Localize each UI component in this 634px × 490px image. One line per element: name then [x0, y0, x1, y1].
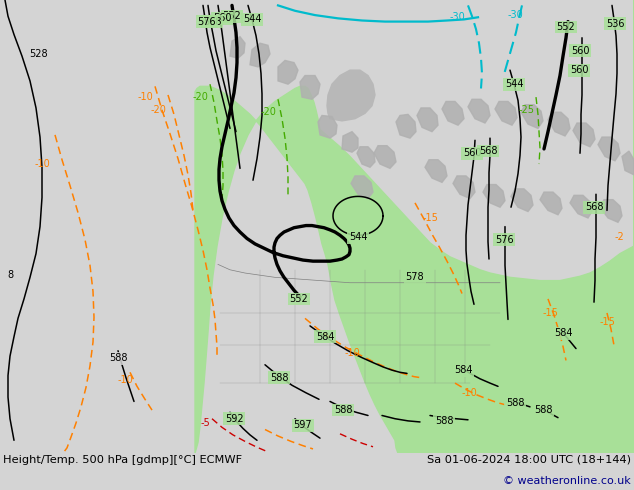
Text: -20: -20 — [150, 105, 166, 115]
Polygon shape — [622, 151, 634, 175]
Text: 544: 544 — [505, 79, 523, 89]
Polygon shape — [342, 132, 358, 152]
Text: 588: 588 — [109, 353, 127, 363]
Text: 588: 588 — [506, 397, 524, 408]
Text: 584: 584 — [316, 332, 334, 342]
Text: 568: 568 — [479, 146, 497, 156]
Text: 588: 588 — [333, 405, 353, 415]
Polygon shape — [230, 37, 245, 58]
Text: -15: -15 — [422, 213, 438, 223]
Polygon shape — [195, 0, 634, 453]
Polygon shape — [598, 137, 620, 161]
Text: 568: 568 — [203, 17, 221, 26]
Text: 528: 528 — [29, 49, 48, 59]
Text: Sa 01-06-2024 18:00 UTC (18+144): Sa 01-06-2024 18:00 UTC (18+144) — [427, 455, 631, 465]
Polygon shape — [318, 116, 337, 138]
Polygon shape — [250, 43, 270, 67]
Polygon shape — [425, 160, 447, 182]
Polygon shape — [351, 176, 373, 198]
Polygon shape — [521, 105, 543, 128]
Polygon shape — [453, 176, 475, 198]
Text: 578: 578 — [406, 272, 424, 282]
Text: -20: -20 — [260, 107, 276, 117]
Polygon shape — [417, 108, 438, 132]
Text: 568: 568 — [585, 202, 603, 212]
Text: Height/Temp. 500 hPa [gdmp][°C] ECMWF: Height/Temp. 500 hPa [gdmp][°C] ECMWF — [3, 455, 242, 465]
Text: -15: -15 — [542, 308, 558, 318]
Text: -30: -30 — [449, 12, 465, 22]
Polygon shape — [396, 114, 416, 138]
Polygon shape — [540, 192, 562, 215]
Text: 544: 544 — [349, 232, 367, 243]
Polygon shape — [327, 70, 375, 121]
Polygon shape — [600, 199, 622, 222]
Text: -10: -10 — [117, 375, 133, 385]
Text: 544: 544 — [243, 14, 261, 24]
Text: 584: 584 — [454, 365, 472, 375]
Text: -10: -10 — [34, 159, 50, 169]
Text: -25: -25 — [519, 105, 535, 115]
Text: 560: 560 — [571, 46, 589, 56]
Text: 560: 560 — [570, 65, 588, 75]
Text: 560: 560 — [213, 13, 231, 24]
Text: 536: 536 — [605, 19, 624, 29]
Polygon shape — [511, 189, 533, 212]
Text: 552: 552 — [557, 22, 576, 32]
Text: -15: -15 — [599, 317, 615, 327]
Text: -10: -10 — [461, 388, 477, 398]
Polygon shape — [495, 101, 517, 125]
Polygon shape — [548, 112, 570, 136]
Text: 8: 8 — [7, 270, 13, 280]
Polygon shape — [374, 146, 396, 169]
Text: -2: -2 — [614, 232, 624, 243]
Text: 584: 584 — [553, 328, 573, 339]
Text: © weatheronline.co.uk: © weatheronline.co.uk — [503, 476, 631, 486]
Polygon shape — [278, 60, 298, 84]
Text: -5: -5 — [200, 418, 210, 428]
Text: 588: 588 — [435, 416, 453, 426]
Polygon shape — [442, 101, 464, 125]
Text: 592: 592 — [224, 414, 243, 424]
Polygon shape — [0, 0, 634, 453]
Polygon shape — [300, 75, 320, 99]
Text: 552: 552 — [223, 11, 242, 21]
Text: 576: 576 — [495, 235, 514, 245]
Text: -20: -20 — [192, 92, 208, 102]
Polygon shape — [573, 123, 595, 147]
Text: 588: 588 — [534, 405, 552, 415]
Text: 552: 552 — [290, 294, 308, 304]
Text: -10: -10 — [344, 348, 360, 358]
Polygon shape — [468, 99, 490, 123]
Text: -10: -10 — [137, 92, 153, 102]
Text: 576: 576 — [198, 17, 216, 26]
Text: 560: 560 — [463, 148, 481, 158]
Text: 588: 588 — [269, 373, 288, 383]
Polygon shape — [570, 196, 592, 218]
Polygon shape — [357, 147, 375, 167]
Polygon shape — [483, 185, 505, 207]
Text: 597: 597 — [294, 420, 313, 430]
Text: -30: -30 — [507, 10, 523, 20]
